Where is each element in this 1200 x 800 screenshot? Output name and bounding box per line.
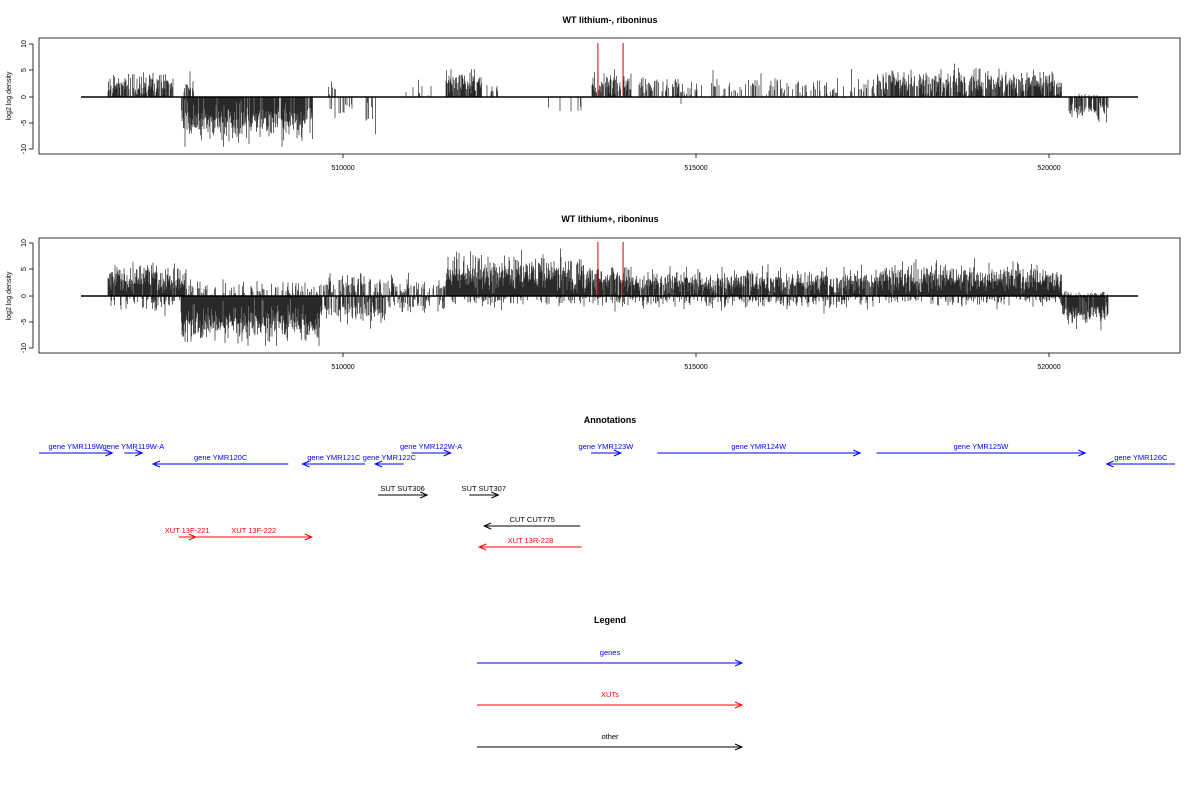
annotation-track: Annotations gene YMR119W gene YMR119W-Age… (39, 415, 1175, 551)
arrow-head (304, 533, 314, 541)
annotation-label: SUT SUT307 (462, 484, 506, 493)
legend-title: Legend (594, 615, 626, 625)
x-tick-label: 515000 (684, 364, 707, 371)
plot-frame (38, 37, 1181, 155)
annotation-arrow: gene YMR120C (151, 453, 289, 468)
annotation-label: gene YMR119W (49, 442, 104, 451)
annotation-arrow: SUT SUT307 (462, 484, 506, 499)
legend-item: other (477, 732, 744, 751)
annotation-arrow: XUT 13F-222 (195, 526, 314, 541)
y-tick-label: -5 (21, 120, 28, 126)
annotation-arrow: gene YMR121C (301, 453, 366, 468)
legend-label: genes (600, 648, 621, 657)
arrow-head (419, 491, 429, 499)
arrow-head (477, 543, 487, 551)
y-tick-label: 10 (21, 40, 28, 48)
y-axis-label: log2 log density (6, 71, 13, 120)
annotation-arrow: XUT 13F-221 (165, 526, 210, 541)
data-bars (107, 63, 1109, 147)
chart-title: WT lithium+, riboninus (561, 214, 658, 224)
y-tick-label: 5 (21, 267, 28, 271)
chart-panel-lithium-plus: WT lithium+, riboninus log2 log density … (6, 214, 1181, 371)
legend: Legend genes XUTs other (477, 615, 744, 751)
arrow-head (105, 449, 114, 457)
chart-title: WT lithium-, riboninus (563, 15, 658, 25)
x-axis: 510000 515000 520000 (331, 154, 1061, 172)
red-marker-lines (597, 241, 624, 296)
annotation-arrow: SUT SUT306 (378, 484, 429, 499)
annotation-label: XUT 13R-228 (508, 536, 554, 545)
arrow-head (135, 449, 144, 457)
chart-panel-lithium-minus: WT lithium-, riboninus log2 log density … (6, 15, 1181, 172)
x-tick-label: 520000 (1037, 165, 1060, 172)
annotation-label: gene YMR125W (953, 442, 1009, 451)
arrow-head (1078, 449, 1087, 457)
x-tick-label: 520000 (1037, 364, 1060, 371)
y-tick-label: -5 (21, 319, 28, 325)
arrow-head (613, 449, 623, 457)
data-bars (107, 248, 1109, 346)
y-axis: 10 5 0 -5 -10 (21, 239, 34, 353)
y-axis: 10 5 0 -5 -10 (21, 40, 34, 154)
annotations-title: Annotations (584, 415, 637, 425)
x-axis: 510000 515000 520000 (331, 353, 1061, 371)
annotation-label: gene YMR121C (307, 453, 361, 462)
annotation-arrow: gene YMR122C (363, 453, 417, 468)
annotation-label: gene YMR122W-A (400, 442, 462, 451)
annotation-arrow: CUT CUT775 (482, 515, 581, 530)
annotation-arrow: gene YMR119W-A (103, 442, 165, 457)
y-axis-label: log2 log density (6, 271, 13, 320)
annotation-arrows: gene YMR119W gene YMR119W-A gene YMR120C ge… (39, 442, 1175, 551)
legend-label: XUTs (601, 690, 619, 699)
legend-label: other (601, 732, 619, 741)
annotation-label: gene YMR120C (194, 453, 248, 462)
arrow-head (482, 522, 492, 530)
x-tick-label: 515000 (684, 165, 707, 172)
y-tick-label: 0 (21, 95, 28, 99)
arrow-head (151, 460, 161, 468)
plot-frame (38, 237, 1181, 354)
annotation-label: gene YMR122C (363, 453, 417, 462)
annotation-arrow: gene YMR123W (578, 442, 634, 457)
annotation-label: SUT SUT306 (380, 484, 424, 493)
arrow-head (734, 701, 744, 709)
y-tick-label: -10 (21, 144, 28, 154)
y-tick-label: 10 (21, 239, 28, 247)
annotation-label: CUT CUT775 (510, 515, 555, 524)
annotation-arrow: gene YMR125W (876, 442, 1087, 457)
annotation-label: XUT 13F-221 (165, 526, 210, 535)
arrow-head (491, 491, 500, 499)
annotation-arrow: gene YMR119W (39, 442, 114, 457)
legend-items: genes XUTs other (477, 648, 744, 751)
annotation-label: gene YMR119W-A (103, 442, 165, 451)
annotation-arrow: XUT 13R-228 (477, 536, 582, 551)
arrow-head (301, 460, 310, 468)
y-tick-label: 0 (21, 294, 28, 298)
arrow-head (373, 460, 383, 468)
annotation-label: XUT 13F-222 (231, 526, 276, 535)
annotation-arrow: gene YMR124W (657, 442, 862, 457)
x-tick-label: 510000 (331, 364, 354, 371)
legend-item: genes (477, 648, 744, 667)
arrow-head (734, 659, 744, 667)
y-tick-label: -10 (21, 343, 28, 353)
arrow-head (734, 743, 744, 751)
x-tick-label: 510000 (331, 165, 354, 172)
annotation-arrow: gene YMR126C (1105, 453, 1175, 468)
arrow-head (443, 449, 452, 457)
y-tick-label: 5 (21, 68, 28, 72)
annotation-label: gene YMR124W (731, 442, 787, 451)
red-marker-lines (597, 42, 624, 97)
arrow-head (852, 449, 862, 457)
legend-item: XUTs (477, 690, 744, 709)
arrow-head (1105, 460, 1114, 468)
annotation-label: gene YMR123W (578, 442, 634, 451)
annotation-label: gene YMR126C (1114, 453, 1168, 462)
annotation-arrow: gene YMR122W-A (400, 442, 462, 457)
